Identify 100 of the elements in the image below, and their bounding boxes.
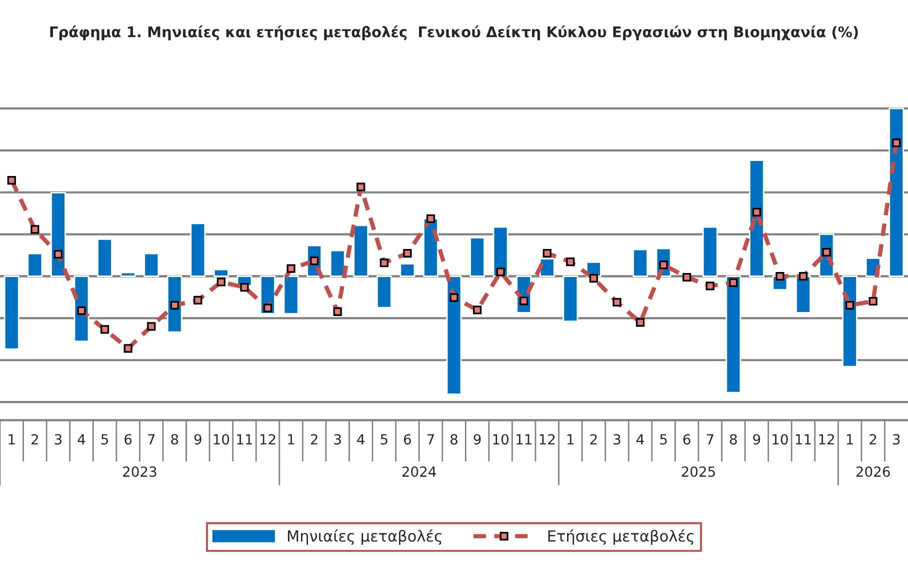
bar: [400, 263, 416, 277]
x-tick-label: 1: [8, 434, 15, 444]
x-tick-label: 9: [474, 434, 481, 445]
point: [30, 225, 40, 234]
bar: [632, 248, 648, 277]
point: [472, 306, 482, 314]
x-tick-label: 4: [636, 434, 644, 444]
x-tick-label: 1: [288, 434, 294, 444]
point: [286, 264, 296, 273]
x-tick-label: 2: [310, 434, 318, 444]
x-tick-label: 10: [214, 434, 230, 445]
point: [892, 138, 901, 148]
point: [706, 282, 714, 290]
point: [636, 318, 645, 327]
x-tick-label: 12: [540, 434, 555, 444]
bar: [50, 192, 66, 277]
point: [612, 298, 622, 307]
point: [868, 296, 878, 306]
bar: [539, 258, 555, 277]
point: [356, 182, 366, 192]
legend-label: Ετήσιες μεταβολές: [548, 529, 694, 545]
text: 2025: [682, 466, 715, 477]
x-tick-label: 6: [124, 434, 132, 445]
text: 2026: [856, 466, 890, 477]
point: [752, 208, 761, 216]
point: [798, 272, 808, 281]
point: [54, 250, 63, 259]
x-tick-label: 10: [493, 434, 508, 445]
point: [496, 268, 505, 276]
bar: [446, 276, 462, 395]
bar: [376, 276, 392, 308]
chart-title: Γράφημα 1. Μηνιαίες και ετήσιες μεταβολές Γενικού Δείκτη Κύκλου Εργασιών στη Βιομηχανία (%): [50, 26, 858, 40]
point: [380, 258, 388, 268]
bar: [702, 226, 718, 277]
bar: [470, 237, 485, 277]
bar: [330, 250, 346, 277]
bar: [888, 108, 904, 277]
x-tick-label: 6: [683, 434, 690, 445]
x-tick-label: 10: [772, 434, 788, 445]
legend-label: Μηνιαίες μεταβολές: [288, 529, 442, 545]
x-tick-label: 9: [753, 434, 760, 445]
text: 2023: [123, 466, 156, 477]
x-tick-label: 5: [380, 434, 388, 445]
point: [147, 322, 156, 331]
point: [729, 278, 738, 287]
point: [216, 278, 226, 286]
x-tick-label: 4: [78, 434, 86, 444]
x-tick-label: 9: [194, 434, 202, 445]
bar: [842, 276, 858, 368]
x-tick-label: 12: [819, 434, 834, 444]
x-tick-label: 8: [730, 434, 737, 445]
point: [566, 258, 575, 266]
x-tick-label: 3: [614, 434, 620, 445]
bar: [27, 252, 43, 277]
bar: [97, 238, 112, 277]
x-tick-label: 6: [404, 434, 411, 445]
bar: [144, 252, 160, 277]
x-tick-label: 2: [32, 434, 38, 444]
point: [520, 296, 528, 306]
x-tick-label: 11: [516, 434, 532, 444]
bar: [796, 276, 811, 314]
point: [426, 214, 436, 224]
text: 2024: [402, 466, 436, 477]
x-tick-label: 2: [870, 434, 876, 444]
x-tick-label: 2: [590, 434, 597, 444]
point: [194, 296, 202, 305]
x-tick-label: 7: [148, 434, 155, 444]
x-tick-label: 1: [568, 434, 574, 444]
point: [589, 274, 598, 283]
point: [333, 307, 342, 316]
x-tick-label: 12: [260, 434, 276, 444]
bar: [353, 224, 369, 277]
x-tick-label: 5: [101, 434, 108, 445]
point: [77, 306, 86, 315]
x-tick-label: 3: [893, 434, 900, 445]
bar: [562, 276, 578, 322]
bar: [120, 272, 136, 277]
point: [124, 344, 132, 353]
bar: [4, 276, 20, 350]
point: [450, 293, 458, 302]
bar: [283, 276, 299, 314]
point: [776, 272, 784, 281]
point: [845, 300, 854, 310]
x-tick-label: 8: [450, 434, 458, 445]
x-tick-label: 3: [54, 434, 62, 445]
x-tick-label: 11: [237, 434, 252, 444]
x-tick-label: 4: [357, 434, 365, 444]
x-tick-label: 7: [706, 434, 714, 444]
point: [403, 248, 412, 258]
x-tick-label: 8: [171, 434, 178, 445]
x-tick-label: 11: [796, 434, 811, 444]
bar: [214, 268, 229, 277]
point: [263, 304, 272, 312]
point: [170, 300, 179, 310]
bar: [190, 222, 206, 277]
bar: [726, 276, 742, 394]
point: [822, 248, 831, 257]
point: [542, 248, 552, 258]
point: [682, 272, 692, 282]
x-tick-label: 7: [427, 434, 434, 444]
